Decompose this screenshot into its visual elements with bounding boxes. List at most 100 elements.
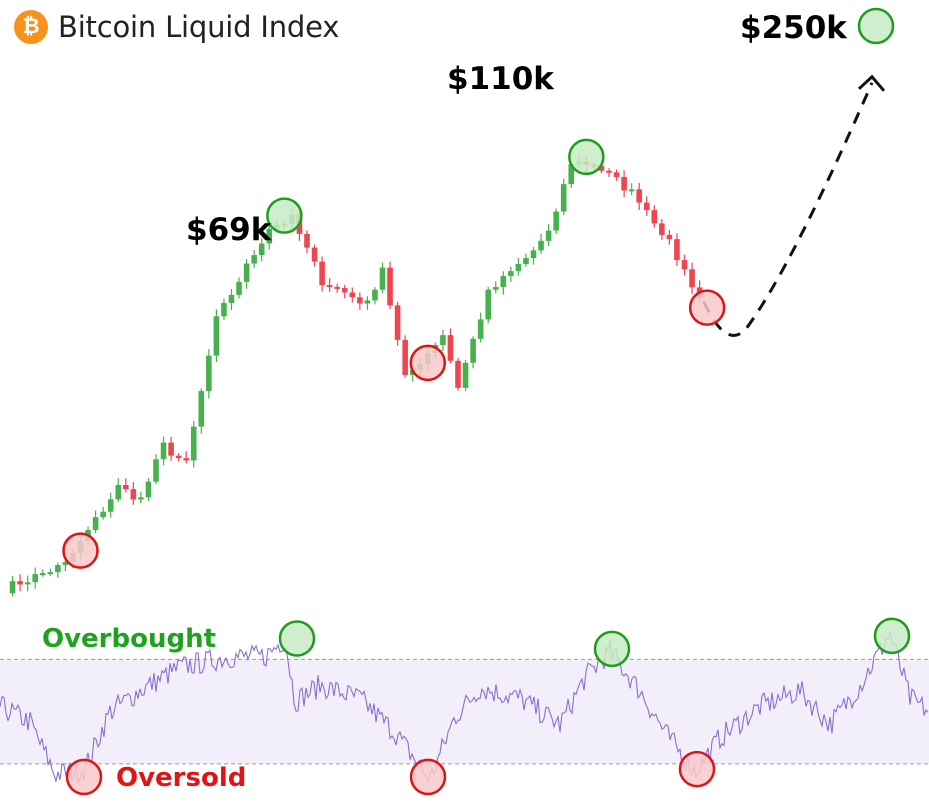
candle xyxy=(153,459,159,482)
candle xyxy=(651,210,658,224)
candle xyxy=(606,170,612,173)
candle xyxy=(32,574,38,583)
overbought-label: Overbought xyxy=(42,624,216,654)
candle xyxy=(236,281,242,295)
candle xyxy=(387,267,393,306)
candle xyxy=(62,562,69,566)
candle xyxy=(115,485,122,500)
candle xyxy=(560,184,567,212)
rsi-marker-oversold xyxy=(409,758,447,796)
rsi-marker-overbought xyxy=(278,620,316,657)
candle xyxy=(107,499,114,512)
candle xyxy=(198,391,205,427)
candle xyxy=(508,271,514,276)
candle xyxy=(130,489,137,500)
highlight-markers xyxy=(62,7,895,569)
candle xyxy=(545,230,552,241)
candle xyxy=(145,481,152,498)
marker-target xyxy=(857,7,895,45)
candle xyxy=(621,177,627,191)
projection-line xyxy=(702,82,874,337)
candle xyxy=(341,288,348,293)
candle xyxy=(175,455,182,459)
candle xyxy=(183,458,189,461)
candle xyxy=(251,255,257,264)
candle xyxy=(17,581,23,585)
candle xyxy=(24,582,31,585)
candle xyxy=(168,442,174,456)
candle xyxy=(319,261,325,286)
marker-bottom xyxy=(688,289,726,326)
candle xyxy=(364,300,371,304)
candle xyxy=(455,360,461,388)
candle xyxy=(674,239,680,261)
price-label: $69k xyxy=(186,212,273,248)
candle xyxy=(221,302,227,317)
candle xyxy=(357,297,363,304)
candle xyxy=(92,517,99,530)
rsi-marker-overbought xyxy=(593,630,631,668)
candle xyxy=(213,316,220,356)
rsi-line xyxy=(0,630,929,784)
candle xyxy=(123,485,129,490)
candle xyxy=(334,286,340,289)
candle xyxy=(100,511,106,518)
candle xyxy=(349,292,356,298)
marker-top xyxy=(568,138,605,176)
candle xyxy=(462,362,469,388)
candle xyxy=(9,581,16,594)
candle xyxy=(470,338,476,363)
projection-path xyxy=(702,74,886,337)
candle xyxy=(39,573,46,576)
candle xyxy=(326,285,333,288)
rsi-marker-oversold xyxy=(65,758,103,796)
candle xyxy=(485,289,491,320)
candle xyxy=(515,264,522,272)
candle xyxy=(492,287,499,290)
candle xyxy=(659,223,665,235)
price-label: $250k xyxy=(740,10,848,46)
candle xyxy=(477,319,484,339)
candle xyxy=(523,258,529,265)
candle xyxy=(190,426,197,461)
candle xyxy=(258,243,265,256)
candle xyxy=(160,442,167,460)
rsi-band xyxy=(0,659,929,764)
candle xyxy=(379,267,386,290)
marker-bottom xyxy=(62,532,99,569)
candle xyxy=(636,189,642,203)
annotation-labels: $69k $110k $250k xyxy=(186,10,848,248)
oversold-label: Oversold xyxy=(116,763,246,793)
candle xyxy=(243,263,250,282)
candle xyxy=(553,211,559,231)
candle xyxy=(440,335,446,346)
rsi-marker-overbought xyxy=(873,617,911,655)
candle xyxy=(228,294,235,303)
marker-bottom xyxy=(409,344,447,382)
candle xyxy=(311,247,318,262)
candle xyxy=(138,497,144,500)
candle xyxy=(643,202,650,211)
candle xyxy=(266,228,273,244)
rsi-panel: Overbought Oversold xyxy=(0,617,929,796)
candle xyxy=(500,275,507,288)
candle xyxy=(402,339,408,375)
candle xyxy=(568,164,575,185)
candle xyxy=(530,250,537,259)
candle xyxy=(628,189,635,192)
candle xyxy=(394,305,401,340)
candle xyxy=(689,269,695,288)
chart-title: Bitcoin Liquid Index xyxy=(58,10,340,44)
candle xyxy=(598,165,605,171)
candle xyxy=(666,234,673,240)
candle xyxy=(55,565,61,573)
candle xyxy=(206,355,212,392)
bitcoin-icon: ₿ xyxy=(14,10,48,44)
candlestick-series xyxy=(9,156,703,597)
candle xyxy=(372,289,378,301)
chart-header: ₿ Bitcoin Liquid Index xyxy=(14,10,339,44)
candle xyxy=(47,572,54,575)
candle xyxy=(447,335,454,361)
price-label: $110k xyxy=(447,61,555,97)
